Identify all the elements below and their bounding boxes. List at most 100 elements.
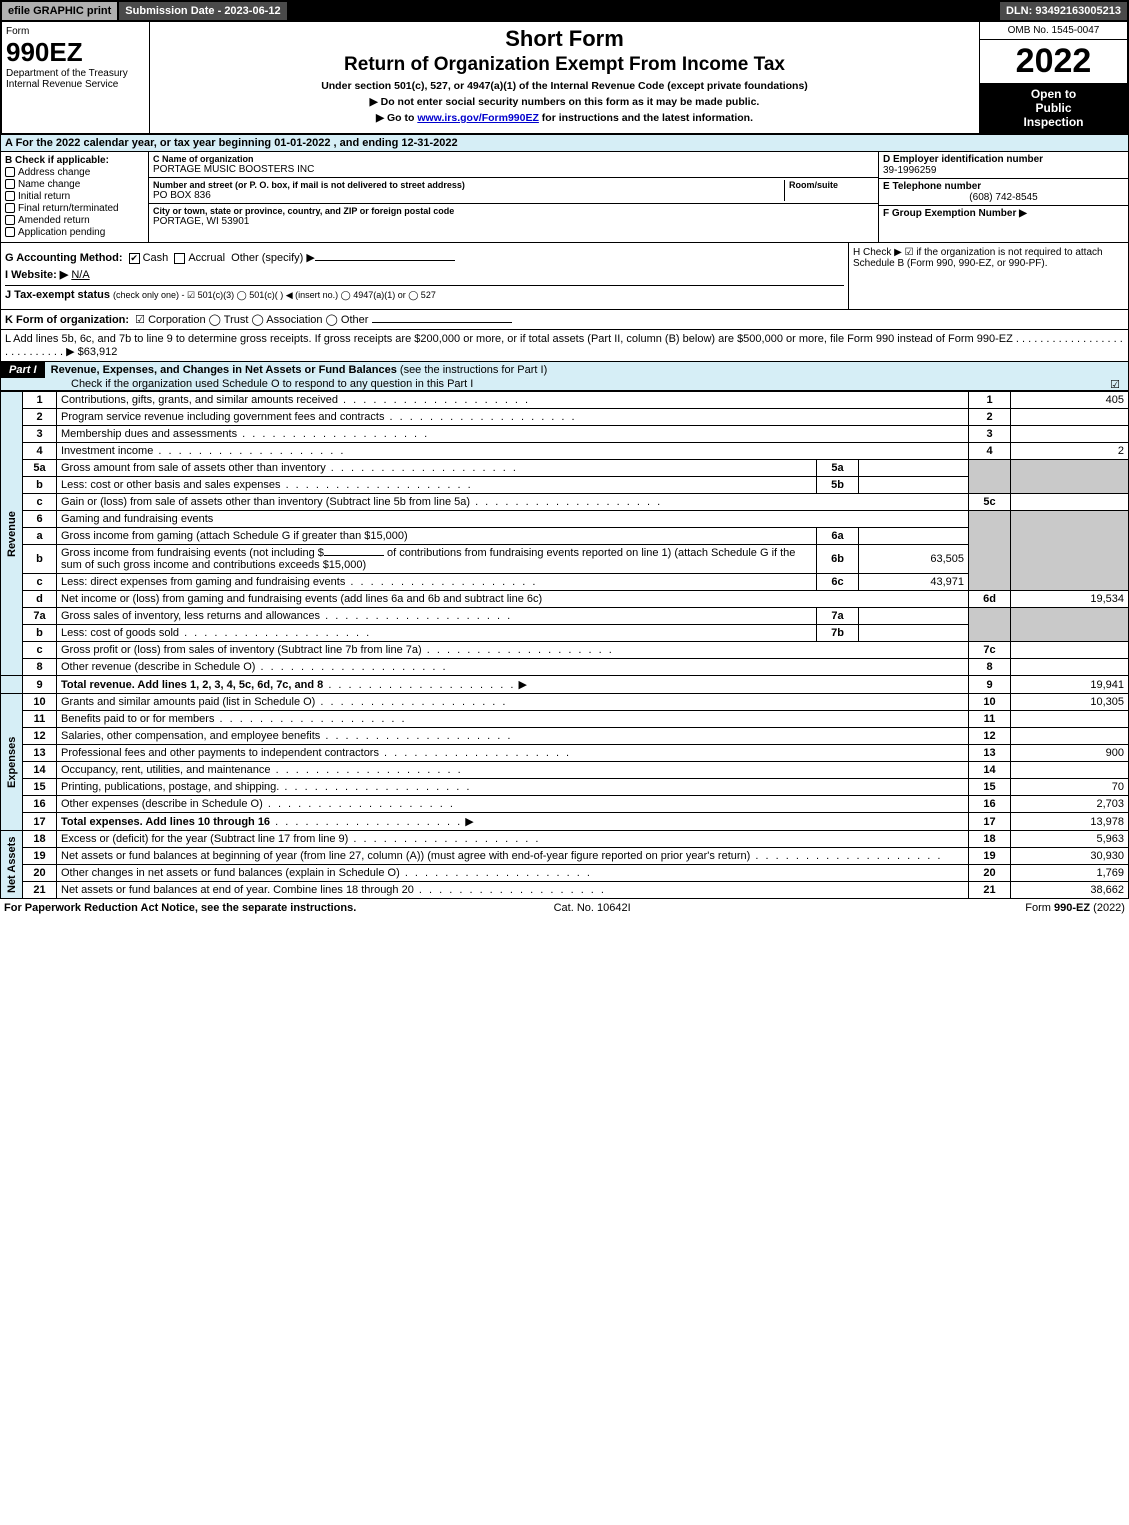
ln10-num: 10	[23, 694, 57, 711]
ln16-text: Other expenses (describe in Schedule O)	[57, 796, 969, 813]
title-return: Return of Organization Exempt From Incom…	[154, 54, 975, 76]
side-netassets: Net Assets	[1, 831, 23, 899]
part1-checkbox[interactable]: ☑	[1110, 378, 1128, 391]
ln6c-num: c	[23, 574, 57, 591]
l-amount: 63,912	[84, 346, 118, 358]
ln1-text: Contributions, gifts, grants, and simila…	[57, 392, 969, 409]
l-text: L Add lines 5b, 6c, and 7b to line 9 to …	[5, 333, 1123, 358]
row-k: K Form of organization: ☑ Corporation ◯ …	[0, 310, 1129, 330]
goto-line: ▶ Go to www.irs.gov/Form990EZ for instru…	[154, 112, 975, 124]
cb-accrual[interactable]	[174, 253, 185, 264]
cb-address-change[interactable]: Address change	[5, 167, 144, 178]
footer-right: Form 990-EZ (2022)	[1025, 902, 1125, 914]
ln4-text: Investment income	[57, 443, 969, 460]
ln2-num: 2	[23, 409, 57, 426]
ln14-text: Occupancy, rent, utilities, and maintena…	[57, 762, 969, 779]
ln2-text: Program service revenue including govern…	[57, 409, 969, 426]
cb-name-change[interactable]: Name change	[5, 179, 144, 190]
ssn-warning: ▶ Do not enter social security numbers o…	[154, 96, 975, 108]
ln4-amt: 2	[1011, 443, 1129, 460]
part1-header: Part I Revenue, Expenses, and Changes in…	[0, 362, 1129, 391]
c-name-label: C Name of organization	[153, 154, 874, 164]
ln15-num: 15	[23, 779, 57, 796]
ghi-left: G Accounting Method: Cash Accrual Other …	[1, 243, 848, 309]
ln20-text: Other changes in net assets or fund bala…	[57, 865, 969, 882]
footer-catno: Cat. No. 10642I	[554, 902, 631, 914]
side-expenses: Expenses	[1, 694, 23, 831]
ln17-amt: 13,978	[1011, 813, 1129, 831]
f-block: F Group Exemption Number ▶	[879, 206, 1128, 221]
section-bcdef: B Check if applicable: Address change Na…	[0, 152, 1129, 243]
cb-cash[interactable]	[129, 253, 140, 264]
ln6b-amt: 63,505	[859, 545, 969, 574]
ln21-amt: 38,662	[1011, 882, 1129, 899]
f-label: F Group Exemption Number ▶	[883, 208, 1027, 219]
i-line: I Website: ▶ N/A	[5, 268, 844, 281]
b-label: B Check if applicable:	[5, 155, 144, 166]
efile-print-button[interactable]: efile GRAPHIC print	[2, 2, 119, 20]
ln4-num: 4	[23, 443, 57, 460]
part1-table: Revenue 1 Contributions, gifts, grants, …	[0, 391, 1129, 899]
dept-label: Department of the Treasury	[6, 68, 145, 79]
ln21-text: Net assets or fund balances at end of ye…	[57, 882, 969, 899]
ln6-text: Gaming and fundraising events	[57, 511, 969, 528]
ln20-amt: 1,769	[1011, 865, 1129, 882]
ln6a-num: a	[23, 528, 57, 545]
ln18-num: 18	[23, 831, 57, 848]
irs-label: Internal Revenue Service	[6, 79, 145, 90]
other-specify-input[interactable]	[315, 260, 455, 261]
cb-amended-return[interactable]: Amended return	[5, 215, 144, 226]
subtitle: Under section 501(c), 527, or 4947(a)(1)…	[154, 80, 975, 92]
ln14-amt	[1011, 762, 1129, 779]
ln18-text: Excess or (deficit) for the year (Subtra…	[57, 831, 969, 848]
ln3-amt	[1011, 426, 1129, 443]
goto-post: for instructions and the latest informat…	[539, 112, 753, 124]
row-l: L Add lines 5b, 6c, and 7b to line 9 to …	[0, 330, 1129, 362]
inspection-badge: Open to Public Inspection	[980, 83, 1127, 133]
ln3-text: Membership dues and assessments	[57, 426, 969, 443]
ein-value: 39-1996259	[883, 165, 1124, 176]
ln1-rn: 1	[969, 392, 1011, 409]
cb-initial-return[interactable]: Initial return	[5, 191, 144, 202]
ln9-text: Total revenue. Add lines 1, 2, 3, 4, 5c,…	[57, 676, 969, 694]
footer-left: For Paperwork Reduction Act Notice, see …	[4, 902, 356, 914]
ln16-num: 16	[23, 796, 57, 813]
e-block: E Telephone number (608) 742-8545	[879, 179, 1128, 206]
cb-application-pending[interactable]: Application pending	[5, 227, 144, 238]
header-left: Form 990EZ Department of the Treasury In…	[2, 22, 150, 133]
g-line: G Accounting Method: Cash Accrual Other …	[5, 251, 844, 264]
cb-final-return[interactable]: Final return/terminated	[5, 203, 144, 214]
ln5b-amt	[859, 477, 969, 494]
ln5b-num: b	[23, 477, 57, 494]
form-header: Form 990EZ Department of the Treasury In…	[0, 22, 1129, 135]
dln-label: DLN: 93492163005213	[1000, 2, 1127, 20]
header-center: Short Form Return of Organization Exempt…	[150, 22, 979, 133]
col-def: D Employer identification number 39-1996…	[878, 152, 1128, 242]
page-footer: For Paperwork Reduction Act Notice, see …	[0, 899, 1129, 917]
k-other-input[interactable]	[372, 322, 512, 323]
ln13-num: 13	[23, 745, 57, 762]
ln6c-text: Less: direct expenses from gaming and fu…	[57, 574, 817, 591]
c-city-label: City or town, state or province, country…	[153, 206, 874, 216]
g-label: G Accounting Method:	[5, 252, 123, 264]
ln14-num: 14	[23, 762, 57, 779]
irs-link[interactable]: www.irs.gov/Form990EZ	[417, 112, 539, 124]
ln5c-num: c	[23, 494, 57, 511]
c-street-label: Number and street (or P. O. box, if mail…	[153, 180, 784, 190]
ln7a-text: Gross sales of inventory, less returns a…	[57, 608, 817, 625]
c-street-block: Number and street (or P. O. box, if mail…	[149, 178, 878, 204]
ln2-amt	[1011, 409, 1129, 426]
ln7c-amt	[1011, 642, 1129, 659]
ln13-amt: 900	[1011, 745, 1129, 762]
org-street: PO BOX 836	[153, 190, 784, 201]
ln6d-amt: 19,534	[1011, 591, 1129, 608]
ln6b-contrib-input[interactable]	[324, 555, 384, 556]
ln21-num: 21	[23, 882, 57, 899]
row-ghi: G Accounting Method: Cash Accrual Other …	[0, 243, 1129, 310]
ln6d-text: Net income or (loss) from gaming and fun…	[57, 591, 969, 608]
ln7c-num: c	[23, 642, 57, 659]
ln1-num: 1	[23, 392, 57, 409]
j-line: J Tax-exempt status (check only one) - ☑…	[5, 285, 844, 301]
ln11-amt	[1011, 711, 1129, 728]
ln6a-amt	[859, 528, 969, 545]
